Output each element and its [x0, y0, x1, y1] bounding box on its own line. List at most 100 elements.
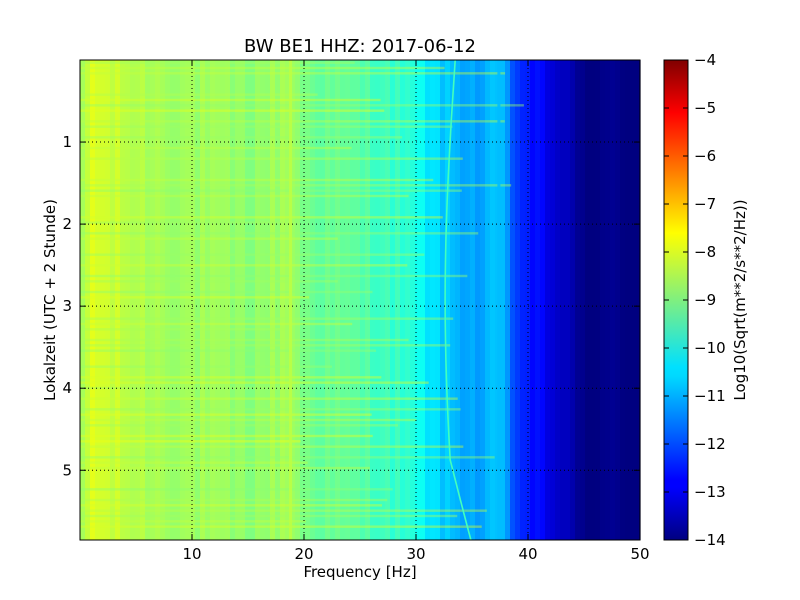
colorbar-axis: −4 −5 −6 −7 −8 −9 −10 −11 −12 −13 −14: [664, 51, 726, 549]
spectral-line: [289, 60, 293, 540]
colorbar-tick-label: −7: [694, 195, 716, 213]
spectrogram-streak: [80, 66, 445, 70]
colorbar-tick-label: −14: [694, 531, 726, 549]
colorbar-tick-label: −12: [694, 435, 726, 453]
spectrogram-streak: [80, 413, 372, 416]
spectrogram-column: [220, 60, 226, 540]
spectrogram-streak: [80, 280, 338, 283]
spectrogram-column: [625, 60, 631, 540]
spectrogram-column: [400, 60, 406, 540]
spectrogram-column: [150, 60, 156, 540]
spectrogram-streak: [80, 365, 332, 368]
colorbar-tick-label: −11: [694, 387, 726, 405]
spectrogram-column: [535, 60, 541, 540]
spectrogram-streak: [80, 418, 417, 422]
spectrogram-column: [250, 60, 256, 540]
spectrogram-column: [355, 60, 361, 540]
spectrogram-column: [450, 60, 456, 540]
spectrogram-column: [520, 60, 526, 540]
spectrogram-column: [390, 60, 396, 540]
spectrogram-column: [155, 60, 161, 540]
spectrogram-column: [180, 60, 186, 540]
spectrogram-streak: [80, 504, 383, 507]
x-tick-label: 20: [294, 545, 313, 563]
spectrogram-streak: [80, 386, 287, 390]
spectrogram-streak: [80, 125, 453, 128]
spectrogram-column: [125, 60, 131, 540]
spectrogram-column: [610, 60, 616, 540]
spectrogram-streak: [80, 109, 385, 112]
spectrogram-column: [580, 60, 586, 540]
spectrogram-streak: [80, 178, 434, 182]
spectrogram-column: [485, 60, 491, 540]
spectrogram-column: [635, 60, 641, 540]
spectrogram-streak: [80, 136, 403, 139]
spectrogram-column: [345, 60, 351, 540]
spectrogram-streak: [80, 498, 388, 502]
spectrogram-column: [170, 60, 176, 540]
spectrogram-column: [435, 60, 441, 540]
spectrogram-streak: [80, 264, 408, 267]
y-axis: 1 2 3 4 5: [62, 133, 640, 479]
spectrogram-column: [115, 60, 121, 540]
spectrogram-streak: [80, 194, 409, 198]
spectrogram-column: [510, 60, 516, 540]
spectrogram-column: [330, 60, 336, 540]
x-axis-label: Frequency [Hz]: [303, 563, 416, 581]
spectrogram-streak: [80, 253, 425, 256]
spectrogram-column: [200, 60, 206, 540]
spectrogram-column: [370, 60, 376, 540]
y-axis-label: Lokalzeit (UTC + 2 Stunde): [41, 199, 59, 401]
colorbar-label: Log10(Sqrt(m**2/s**2/Hz)): [731, 199, 749, 400]
spectrogram-column: [575, 60, 581, 540]
spectrogram-streak: [80, 98, 381, 102]
spectrogram-column: [290, 60, 296, 540]
spectrogram-column: [440, 60, 446, 540]
chart-title: BW BE1 HHZ: 2017-06-12: [244, 36, 476, 57]
spectrogram-column: [195, 60, 201, 540]
grid-lines: [80, 60, 640, 540]
colorbar-tick-label: −10: [694, 339, 726, 357]
spectrogram-column: [225, 60, 231, 540]
spectrogram-streak: [80, 189, 462, 192]
spectrogram-streak: [80, 456, 495, 459]
colorbar-tick-label: −6: [694, 147, 716, 165]
spectrogram-column: [90, 60, 96, 540]
spectrogram-column: [360, 60, 366, 540]
spectrogram-column: [325, 60, 331, 540]
spectrogram-streak: [80, 157, 463, 160]
spectrogram-column: [590, 60, 596, 540]
spectrogram-streak: [80, 274, 468, 278]
spectrogram-column: [365, 60, 371, 540]
spectrogram-column: [505, 60, 511, 540]
spectrogram-streak: [80, 290, 373, 294]
spectrogram-streak: [80, 146, 352, 150]
spectrogram-column: [445, 60, 451, 540]
spectrogram-streak: [80, 525, 482, 528]
spectrogram-streak: [80, 296, 310, 299]
x-axis: 10 20 30 40 50: [182, 60, 650, 563]
spectrogram-column: [335, 60, 341, 540]
spectrogram-column: [475, 60, 481, 540]
spectrogram-streak: [80, 216, 443, 219]
spectrogram-streak: [80, 221, 283, 224]
spectrogram-column: [305, 60, 311, 540]
spectrogram-streak: [80, 237, 338, 240]
spectrogram-streak: [80, 232, 479, 235]
spectrogram-column: [285, 60, 291, 540]
spectrogram-streak: [80, 338, 409, 342]
spectrogram-column: [595, 60, 601, 540]
y-tick-label: 3: [62, 297, 72, 315]
spectrogram-streak: [80, 93, 318, 96]
spectrogram-column: [455, 60, 461, 540]
spectrogram-streak: [80, 376, 382, 379]
spectrogram-streak: [80, 72, 506, 75]
spectrogram-column: [615, 60, 621, 540]
x-tick-label: 50: [630, 545, 649, 563]
spectrogram-column: [275, 60, 281, 540]
colorbar-tick-label: −9: [694, 291, 716, 309]
spectrogram-column: [260, 60, 266, 540]
spectrogram-column: [500, 60, 506, 540]
spectrogram-column: [465, 60, 471, 540]
spectrogram-column: [165, 60, 171, 540]
